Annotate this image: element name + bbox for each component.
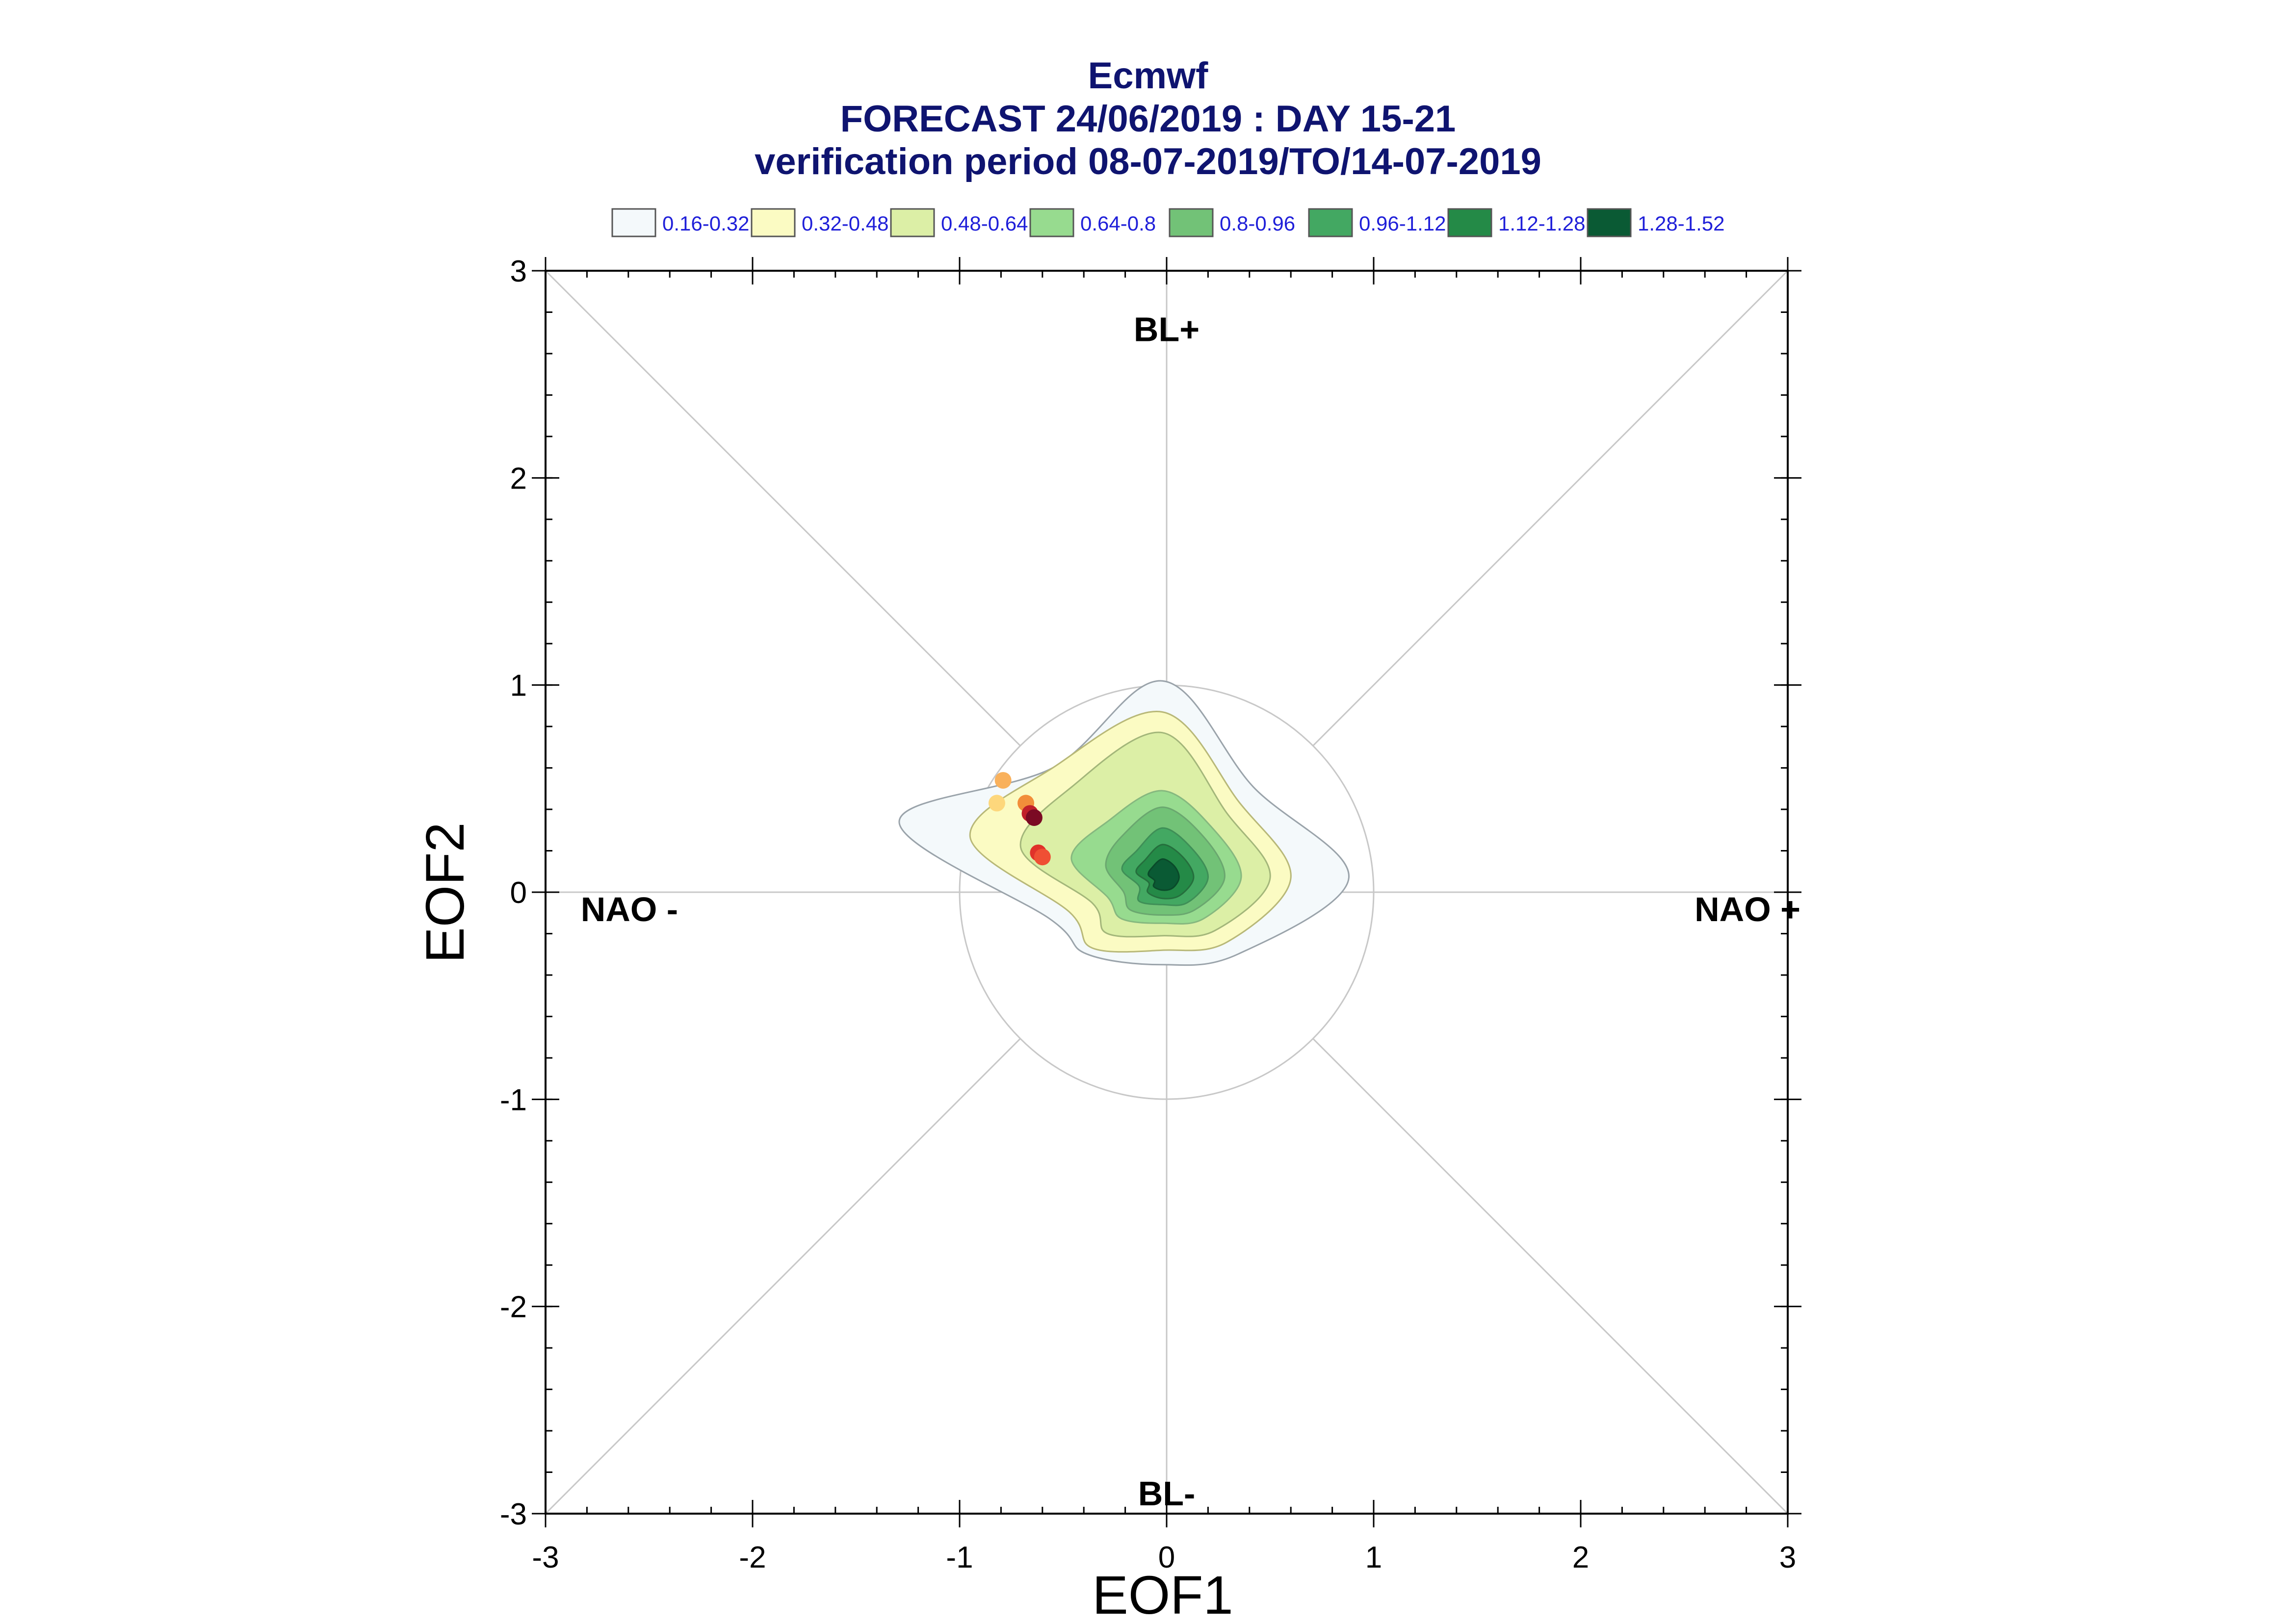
x-tick-label: 1 xyxy=(1365,1541,1382,1574)
chart-subtitle: FORECAST 24/06/2019 : DAY 15-21 xyxy=(840,98,1456,140)
legend-swatch-3 xyxy=(890,208,935,237)
legend-label-1: 0.16-0.32 xyxy=(662,212,749,235)
forecast-point-7 xyxy=(1034,849,1051,866)
axis-ticks: -3-3 -2 -2 -1 -1 0 0 1 1 2 2 3 3 xyxy=(500,255,1801,1574)
regime-label-4: NAO + xyxy=(1695,890,1800,928)
legend-label-2: 0.32-0.48 xyxy=(802,212,888,235)
forecast-point-1 xyxy=(994,772,1012,789)
y-axis-label: EOF2 xyxy=(415,822,475,963)
density-contours xyxy=(898,680,1350,966)
contour-level-8 xyxy=(1148,858,1180,891)
y-tick-label: 2 xyxy=(510,462,527,495)
legend-label-4: 0.64-0.8 xyxy=(1080,212,1156,235)
x-tick-label: -1 xyxy=(946,1541,973,1574)
legend-label-3: 0.48-0.64 xyxy=(941,212,1028,235)
forecast-point-5 xyxy=(1025,809,1043,826)
chart-subtitle-2: verification period 08-07-2019/TO/14-07-… xyxy=(755,141,1541,182)
x-tick-label: -3 xyxy=(532,1541,559,1574)
legend-label-5: 0.8-0.96 xyxy=(1220,212,1295,235)
y-tick-label: -1 xyxy=(500,1083,527,1117)
legend-label-6: 0.96-1.12 xyxy=(1359,212,1446,235)
forecast-points xyxy=(988,772,1051,866)
legend-swatch-2 xyxy=(751,208,796,237)
y-tick-label: -2 xyxy=(500,1290,527,1324)
x-tick-label: 0 xyxy=(1158,1541,1175,1574)
x-tick-label: 3 xyxy=(1779,1541,1796,1574)
y-tick-label: 1 xyxy=(510,669,527,703)
regime-label-1: BL+ xyxy=(1134,310,1200,348)
legend: 0.16-0.32 0.32-0.48 0.48-0.64 0.64-0.8 0.8-0… xyxy=(611,208,1724,237)
x-axis-label: EOF1 xyxy=(1092,1565,1233,1624)
legend-swatch-6 xyxy=(1308,208,1353,237)
legend-swatch-1 xyxy=(611,208,656,237)
regime-label-3: NAO - xyxy=(581,890,678,928)
regime-label-2: BL- xyxy=(1138,1474,1196,1513)
legend-swatch-8 xyxy=(1587,208,1632,237)
regime-labels: BL+ BL- NAO - NAO + xyxy=(581,310,1800,1513)
chart-title: Ecmwf xyxy=(1088,55,1209,97)
x-tick-label: -2 xyxy=(739,1541,766,1574)
x-tick-label: 2 xyxy=(1572,1541,1589,1574)
y-tick-label: 0 xyxy=(510,876,527,910)
forecast-point-2 xyxy=(988,795,1005,812)
legend-label-7: 1.12-1.28 xyxy=(1498,212,1585,235)
legend-label-8: 1.28-1.52 xyxy=(1638,212,1724,235)
legend-swatch-7 xyxy=(1447,208,1492,237)
y-tick-label: 3 xyxy=(510,255,527,288)
y-tick-label: -3 xyxy=(500,1497,527,1531)
legend-swatch-5 xyxy=(1169,208,1214,237)
legend-swatch-4 xyxy=(1029,208,1074,237)
